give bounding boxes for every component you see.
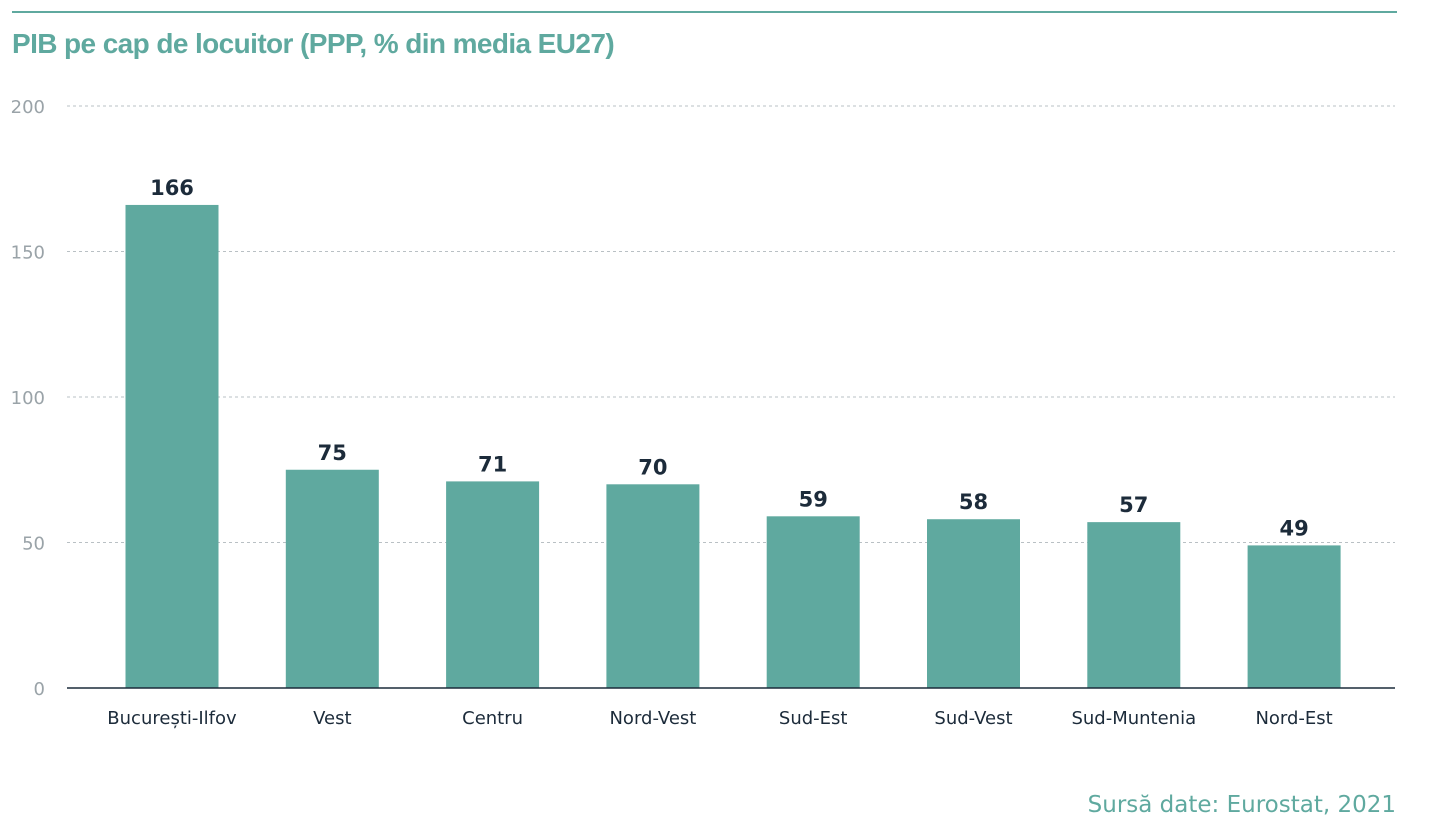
x-category-label: Nord-Est [1255,708,1332,729]
x-category-label: Sud-Est [779,708,848,729]
chart-title: PIB pe cap de locuitor (PPP, % din media… [12,28,615,59]
bar [606,484,700,688]
x-category-label: București-Ilfov [107,708,237,729]
category-labels: București-Ilfov Vest Centru Nord-Vest Sud-Es… [107,708,1332,729]
bar [927,519,1020,688]
data-label: 58 [959,490,988,514]
x-category-label: Sud-Muntenia [1071,708,1196,729]
x-category-label: Centru [462,708,523,729]
data-labels: 166 75 71 70 59 58 57 49 [150,176,1309,540]
bar [1087,522,1181,688]
x-category-label: Nord-Vest [609,708,696,729]
data-label: 57 [1119,493,1148,517]
y-tick-label: 200 [11,97,45,118]
source-note: Sursă date: Eurostat, 2021 [1087,792,1396,818]
x-category-label: Vest [313,708,351,729]
top-rule [12,11,1397,13]
bar [766,516,860,688]
data-label: 70 [638,455,667,479]
y-tick-label: 150 [11,243,45,264]
y-tick-label: 0 [34,679,45,700]
bar [285,469,379,688]
bar [125,204,219,688]
y-tick-label: 50 [22,534,45,555]
data-label: 166 [150,176,194,200]
x-category-label: Sud-Vest [934,708,1012,729]
data-label: 59 [799,487,828,511]
data-label: 75 [318,441,347,465]
bar [1247,545,1341,688]
y-tick-label: 100 [11,388,45,409]
bars [125,204,1341,688]
bar [446,481,540,688]
data-label: 71 [478,452,507,476]
data-label: 49 [1279,516,1308,540]
